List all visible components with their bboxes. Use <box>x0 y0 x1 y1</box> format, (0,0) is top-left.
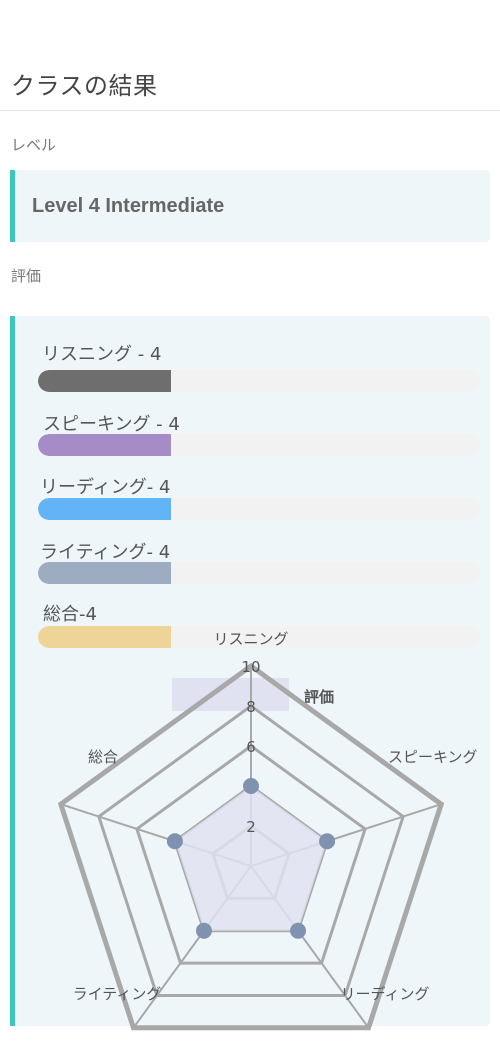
skill-label-reading: リーディング- 4 <box>40 477 171 498</box>
skill-label-listening: リスニング - 4 <box>42 344 162 365</box>
radar-tick-label: 6 <box>246 738 256 756</box>
skill-bar-fill-overall <box>38 626 171 648</box>
radar-point <box>195 922 212 939</box>
radar-tick-label: 2 <box>246 818 256 836</box>
chart-legend-label: 評価 <box>304 688 335 706</box>
radar-grid-ring-8 <box>97 704 405 997</box>
radar-axis-label: 総合 <box>88 748 118 766</box>
skill-label-overall: 総合-4 <box>43 604 97 625</box>
page-header: クラスの結果 <box>0 0 500 111</box>
evaluation-section-label: 評価 <box>11 267 42 285</box>
radar-point <box>290 922 307 939</box>
page-title: クラスの結果 <box>11 72 158 100</box>
radar-tick-label: 10 <box>241 658 260 676</box>
skill-bar-speaking <box>38 434 480 456</box>
evaluation-card: リスニング - 4 スピーキング - 4 リーディング- 4 ライティング- 4… <box>10 316 490 1031</box>
level-value: Level 4 Intermediate <box>32 195 225 217</box>
radar-tick-label: 8 <box>246 698 256 716</box>
radar-grid-ring-10 <box>57 662 445 1031</box>
radar-point <box>243 778 259 794</box>
skill-bar-writing <box>38 562 480 584</box>
skill-bar-fill-speaking <box>38 434 171 456</box>
radar-axis-label: リーディング <box>341 985 430 1003</box>
radar-series-area <box>174 786 328 931</box>
radar-ticks: 2 6 8 10 <box>241 658 260 836</box>
level-card: Level 4 Intermediate <box>10 170 490 242</box>
skill-label-speaking: スピーキング - 4 <box>43 414 180 435</box>
radar-axis-label: スピーキング <box>388 748 478 766</box>
skill-label-writing: ライティング- 4 <box>40 542 171 563</box>
skill-bar-fill-writing <box>38 562 171 584</box>
radar-axis-label: リスニング <box>213 630 288 648</box>
radar-series <box>166 778 336 939</box>
radar-point <box>166 833 183 850</box>
skill-bar-reading <box>38 498 480 520</box>
radar-point <box>319 833 336 850</box>
radar-grid-ring-6 <box>135 744 367 965</box>
skill-bar-fill-listening <box>38 370 171 392</box>
level-section-label: レベル <box>11 136 57 154</box>
skill-bar-listening <box>38 370 480 392</box>
radar-axis-label: ライティング <box>73 985 162 1003</box>
skill-bar-overall <box>38 626 480 648</box>
skill-bar-fill-reading <box>38 498 171 520</box>
